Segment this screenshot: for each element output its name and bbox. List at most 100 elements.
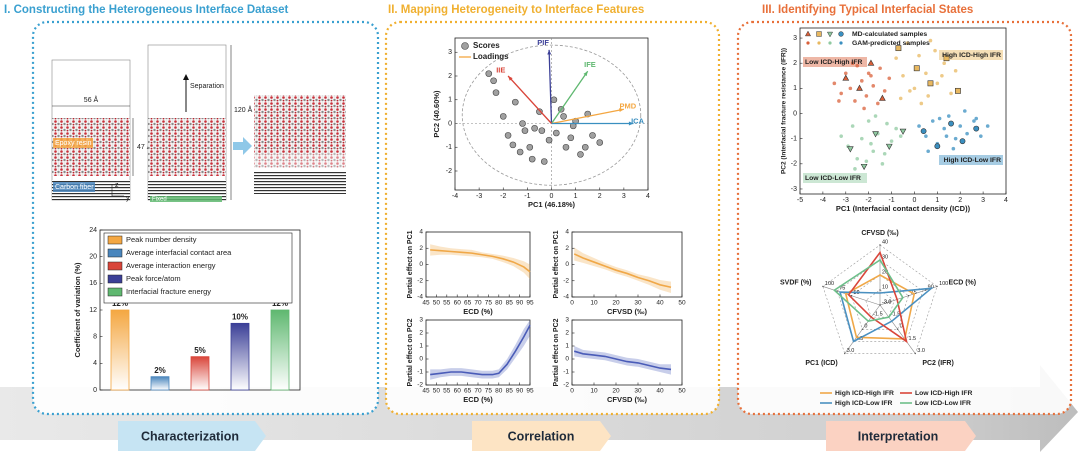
- x-tick-label: 0: [570, 388, 574, 395]
- legend-label: Interfacial fracture energy: [126, 287, 211, 296]
- legend-marker: [828, 41, 832, 45]
- score-point: [536, 108, 543, 115]
- radar-tick-label: 75: [839, 286, 845, 292]
- y-axis-title: Partial effect on PC1: [553, 230, 560, 298]
- plot-frame: [799, 27, 1007, 195]
- gam-point: [949, 91, 953, 96]
- label-bg: [53, 138, 93, 148]
- x-tick-label: 85: [506, 300, 514, 307]
- x-tick-label: 40: [656, 300, 664, 307]
- bar: [270, 309, 290, 391]
- banner-text: Interpretation: [858, 429, 939, 443]
- radar-tick: [914, 352, 916, 355]
- score-point: [499, 113, 507, 120]
- radar-ring: [865, 289, 895, 318]
- cluster-label-bg: [939, 155, 1003, 165]
- score-point: [516, 148, 524, 156]
- radar-tick: [861, 328, 864, 330]
- radar-axis-title: PC1 (ICD): [805, 360, 837, 367]
- radar-tick-label: -1.5: [873, 312, 882, 318]
- loading-arrow: [507, 75, 552, 124]
- x-tick-label: 65: [464, 388, 472, 395]
- gam-point: [889, 139, 894, 143]
- radar-tick: [850, 295, 853, 297]
- gam-point: [919, 101, 924, 106]
- score-point: [519, 120, 526, 127]
- md-point: [867, 59, 875, 66]
- line: [573, 350, 672, 371]
- section-frame: [384, 20, 721, 416]
- x-tick-label: 80: [495, 388, 503, 395]
- score-point: [550, 96, 558, 104]
- gam-point: [894, 56, 898, 60]
- y-tick-label: 3: [419, 317, 423, 324]
- y-tick-label: 2: [419, 330, 423, 337]
- md-point: [920, 128, 927, 135]
- banner-text: Correlation: [508, 429, 575, 443]
- gam-point: [940, 73, 944, 78]
- x-tick-label: 0: [570, 300, 574, 307]
- legend-label: Low ICD-High IFR: [915, 390, 972, 397]
- y-tick-label: 2: [419, 245, 423, 252]
- gam-point: [930, 119, 935, 123]
- score-point: [512, 98, 519, 106]
- resin-upper: [254, 95, 346, 153]
- legend-label: Peak force/atom: [126, 274, 181, 283]
- axis-label: z: [115, 182, 119, 189]
- md-point: [955, 87, 961, 94]
- gam-point: [912, 86, 917, 91]
- banner: [826, 421, 976, 451]
- loading-label: ICA: [631, 116, 645, 125]
- x-tick-label: -4: [820, 197, 826, 204]
- gam-point: [905, 41, 910, 45]
- y-tick-label: -4: [417, 294, 423, 301]
- radar-tick-label: 3.0: [917, 348, 925, 354]
- x-tick-label: 95: [526, 300, 534, 307]
- md-point: [973, 125, 980, 132]
- md-diagram: 56 Å 47 Å Epoxy resin Carbon fiber z y S…: [51, 44, 346, 203]
- md-point: [959, 138, 966, 145]
- radar-tick-label: 30: [882, 254, 888, 260]
- x-tick-label: 90: [516, 388, 524, 395]
- gam-point: [839, 134, 843, 138]
- loading-arrow: [548, 49, 553, 124]
- y-tick-label: 12: [89, 307, 97, 314]
- dim-label: 56 Å: [84, 95, 99, 104]
- y-tick-label: -2: [417, 277, 423, 284]
- bar: [150, 376, 170, 391]
- gam-point: [898, 134, 903, 138]
- score-point: [540, 158, 548, 165]
- score-point: [526, 143, 534, 151]
- arrow-head: [583, 71, 588, 77]
- cluster-label: Low ICD-Low IFR: [805, 175, 861, 182]
- y-tick-label: 8: [93, 334, 97, 341]
- y-tick-label: -1: [791, 136, 797, 143]
- legend-label: High ICD-High IFR: [835, 390, 894, 397]
- y-tick-label: 4: [419, 229, 423, 236]
- md-label: Carbon fiber: [55, 184, 94, 191]
- radar-tick-label: 10: [882, 284, 888, 290]
- score-point: [538, 127, 546, 134]
- cluster-label: Low ICD-High IFR: [805, 59, 862, 66]
- y-tick-label: -2: [563, 277, 569, 284]
- gam-point: [864, 159, 869, 164]
- gam-point: [873, 114, 878, 118]
- cluster-label-bg: [803, 57, 867, 67]
- radar-series: [833, 258, 904, 323]
- gam-point: [953, 68, 958, 73]
- x-tick-label: 70: [474, 300, 482, 307]
- x-tick-label: 85: [506, 388, 514, 395]
- x-tick-label: 95: [526, 388, 534, 395]
- gam-point: [937, 116, 942, 121]
- gam-point: [926, 94, 930, 98]
- md-point: [927, 80, 934, 87]
- radar-tick-label: 20: [882, 269, 888, 275]
- gam-point: [850, 124, 855, 128]
- x-tick-label: 0: [550, 193, 554, 200]
- gam-point: [839, 91, 843, 96]
- legend-label: Loadings: [473, 52, 509, 61]
- y-tick-label: 0: [565, 356, 569, 363]
- gam-point: [860, 136, 864, 141]
- md-point: [948, 120, 954, 127]
- label-bg: [150, 196, 222, 202]
